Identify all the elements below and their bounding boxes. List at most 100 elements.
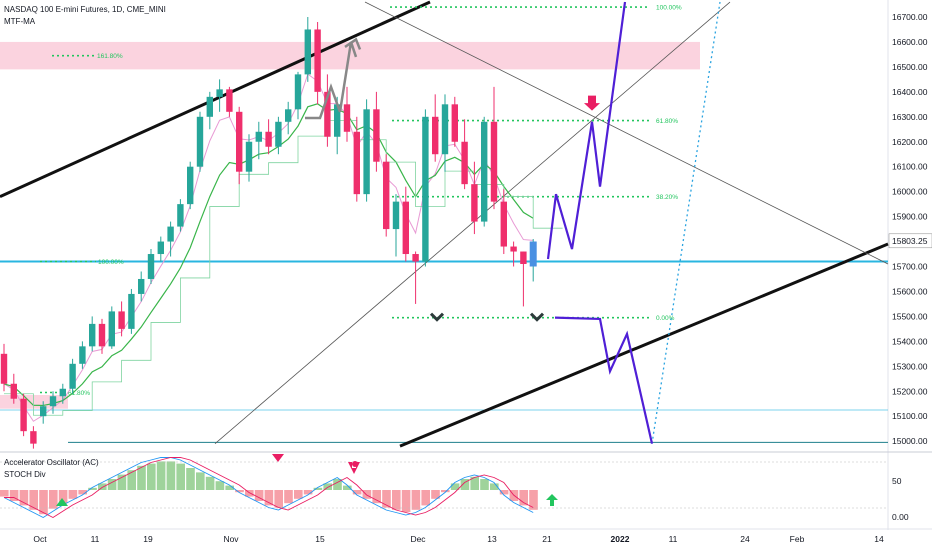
oscillator-bar xyxy=(235,490,244,493)
fib-level-label: 100.00% xyxy=(656,5,682,12)
last-candle-body xyxy=(529,241,537,267)
candle-body xyxy=(59,388,66,397)
oscillator-bar xyxy=(196,472,205,490)
candle-body xyxy=(432,116,439,155)
osc-tick-label: 50 xyxy=(892,476,902,486)
candle-body xyxy=(441,104,449,155)
chart-title: NASDAQ 100 E-mini Futures, 1D, CME_MINI xyxy=(4,5,166,14)
candle-body xyxy=(89,323,96,347)
candle-body xyxy=(481,121,488,222)
osc-signal-dot xyxy=(352,461,358,467)
oscillator-bar xyxy=(421,490,430,506)
candle-body xyxy=(20,398,27,432)
fib-level-label: 38.20% xyxy=(656,194,678,201)
oscillator-bar xyxy=(19,490,29,506)
oscillator-bar xyxy=(382,490,391,508)
candle-body xyxy=(79,346,86,364)
oscillator-bar xyxy=(205,476,215,490)
candle-body xyxy=(471,184,478,222)
price-tick-label: 15600.00 xyxy=(892,286,928,296)
candle-body xyxy=(167,226,174,242)
fib-level-label: 161.80% xyxy=(97,53,123,60)
candle-body xyxy=(206,96,213,117)
price-tick-label: 15500.00 xyxy=(892,311,928,321)
oscillator-bar xyxy=(519,490,528,506)
oscillator-bar xyxy=(49,490,58,509)
candle-body xyxy=(0,353,8,384)
current-price-label: 15803.25 xyxy=(892,236,928,246)
date-tick-label: Nov xyxy=(223,534,239,544)
price-tick-label: 15700.00 xyxy=(892,262,928,272)
price-tick-label: 15100.00 xyxy=(892,411,928,421)
oscillator-bar xyxy=(98,483,107,490)
oscillator-bar xyxy=(411,490,421,510)
candle-body xyxy=(451,104,458,142)
oscillator-bar xyxy=(470,476,479,490)
oscillator-bar xyxy=(215,481,225,490)
oscillator-bar xyxy=(529,490,538,510)
candle-body xyxy=(412,254,419,262)
wave-pattern-annotation xyxy=(305,41,358,120)
price-tick-label: 16300.00 xyxy=(892,112,928,122)
price-tick-label: 16700.00 xyxy=(892,12,928,22)
oscillator-bar xyxy=(78,490,87,495)
osc-tick-label: 0.00 xyxy=(892,512,909,522)
date-tick-label: 11 xyxy=(91,534,100,544)
candle-body xyxy=(187,166,194,205)
date-tick-label: 14 xyxy=(874,534,884,544)
fib-level-label: 100.00% xyxy=(98,259,124,266)
oscillator-bar xyxy=(274,490,283,508)
candle-body xyxy=(275,121,282,147)
oscillator-bar xyxy=(29,490,38,510)
oscillator-bar xyxy=(333,479,342,490)
oscillator-label-2: STOCH Div xyxy=(4,470,46,479)
oscillator-bar xyxy=(294,490,303,499)
date-tick-label: 2022 xyxy=(611,534,630,544)
date-tick-label: Feb xyxy=(790,534,805,544)
oscillator-bar xyxy=(186,468,195,490)
candle-body xyxy=(265,131,272,147)
current-price-tag xyxy=(888,233,932,249)
stoch-k-line xyxy=(3,457,534,519)
oscillator-bar xyxy=(460,479,470,490)
candle-body xyxy=(461,141,468,185)
price-tick-label: 16400.00 xyxy=(892,87,928,97)
ascending-trendline xyxy=(214,1,731,444)
candle-body xyxy=(245,141,253,172)
candle-body xyxy=(500,201,507,247)
price-tick-label: 15300.00 xyxy=(892,361,928,371)
candle-body xyxy=(118,311,125,329)
osc-buy-arrow xyxy=(546,494,558,506)
oscillator-bar xyxy=(450,483,460,490)
candle-body xyxy=(520,251,527,265)
upper-channel-trendline xyxy=(0,0,431,199)
candle-body xyxy=(10,383,17,399)
oscillator-bar xyxy=(117,474,127,490)
candle-body xyxy=(226,89,233,112)
fib-level-label: 0.00% xyxy=(656,315,675,322)
oscillator-bar xyxy=(68,490,78,499)
oscillator-bar xyxy=(166,461,176,490)
oscillator-bar xyxy=(107,479,117,490)
candle-body xyxy=(98,323,106,347)
oscillator-bar xyxy=(284,490,293,504)
candle-body xyxy=(69,363,76,389)
candle-body xyxy=(314,29,321,92)
candle-body xyxy=(40,406,47,417)
oscillator-bar xyxy=(39,490,48,515)
oscillator-bar xyxy=(176,463,185,490)
descending-trendline xyxy=(364,1,889,265)
oscillator-bar xyxy=(372,490,381,504)
oscillator-label: Accelerator Oscillator (AC) xyxy=(4,458,99,467)
oscillator-bar xyxy=(127,470,136,490)
date-tick-label: 15 xyxy=(315,534,325,544)
price-tick-label: 15000.00 xyxy=(892,436,928,446)
oscillator-bar xyxy=(343,485,352,490)
oscillator-bar xyxy=(58,490,68,504)
double-bottom-chevron xyxy=(529,312,545,322)
candle-body xyxy=(196,116,204,167)
oscillator-bar xyxy=(441,490,450,493)
candle-body xyxy=(236,111,243,172)
